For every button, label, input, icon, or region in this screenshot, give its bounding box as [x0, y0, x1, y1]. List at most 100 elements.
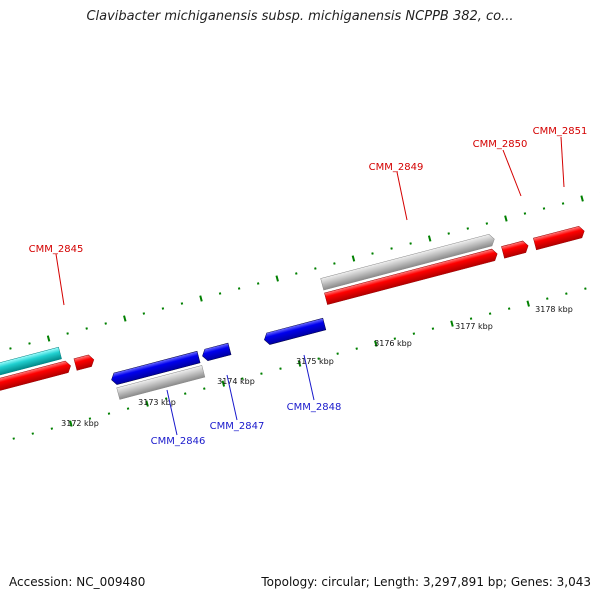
- lower-tick: [450, 320, 454, 327]
- lower-tick: [12, 437, 15, 440]
- upper-tick: [485, 222, 489, 225]
- upper-tick: [275, 275, 279, 282]
- upper-tick: [123, 315, 127, 322]
- gene-label-cmm-2848[interactable]: CMM_2848: [287, 402, 342, 413]
- upper-tick: [561, 202, 565, 205]
- upper-tick: [314, 267, 317, 270]
- upper-tick: [371, 252, 374, 255]
- leader-cmm-2848: [303, 354, 315, 401]
- lower-tick: [69, 420, 73, 427]
- upper-tick: [28, 342, 31, 345]
- accession-text: Accession: NC_009480: [9, 575, 146, 589]
- upper-tick: [409, 242, 412, 245]
- gene-red-cmm-2851[interactable]: [533, 225, 585, 251]
- gene-red-cmm-2850[interactable]: [501, 240, 529, 259]
- lower-tick: [374, 340, 378, 347]
- upper-tick: [351, 255, 356, 262]
- scale-label-3174: 3174 kbp: [217, 377, 255, 386]
- leader-cmm-2849: [396, 171, 408, 221]
- lower-tick: [145, 400, 149, 407]
- upper-tick: [199, 295, 203, 302]
- gene-label-cmm-2851[interactable]: CMM_2851: [533, 126, 588, 137]
- leader-cmm-2847: [226, 374, 238, 421]
- lower-tick: [260, 372, 263, 375]
- lower-tick: [88, 417, 92, 420]
- scale-label-3175: 3175 kbp: [296, 357, 334, 366]
- lower-tick: [279, 367, 282, 370]
- upper-tick: [104, 322, 107, 325]
- scale-label-3178: 3178 kbp: [535, 305, 573, 314]
- gene-label-cmm-2850[interactable]: CMM_2850: [473, 139, 528, 150]
- lower-tick: [241, 377, 244, 380]
- upper-tick: [9, 347, 12, 350]
- gene-blue-cmm-2846[interactable]: [110, 350, 201, 385]
- scale-label-3173: 3173 kbp: [138, 398, 176, 407]
- upper-tick: [447, 232, 450, 235]
- scale-label-3176: 3176 kbp: [374, 339, 412, 348]
- upper-tick: [142, 312, 146, 315]
- lower-tick: [546, 297, 549, 300]
- upper-tick: [46, 335, 51, 342]
- upper-tick: [466, 227, 470, 230]
- lower-tick: [203, 387, 206, 390]
- upper-tick: [523, 212, 527, 215]
- lower-tick: [31, 432, 35, 435]
- lower-tick: [184, 392, 187, 395]
- gene-blue-cmm-2847[interactable]: [201, 342, 232, 362]
- lower-tick: [164, 397, 168, 400]
- lower-tick: [584, 287, 587, 290]
- lower-tick: [126, 407, 130, 410]
- upper-tick: [66, 332, 69, 335]
- upper-tick: [580, 195, 584, 202]
- lower-tick: [355, 347, 358, 350]
- scale-label-3172: 3172 kbp: [61, 419, 99, 428]
- leader-cmm-2846: [166, 389, 178, 436]
- lower-tick: [107, 412, 111, 415]
- upper-tick: [390, 247, 393, 250]
- upper-tick: [333, 262, 336, 265]
- upper-tick: [237, 287, 241, 290]
- gene-red-left[interactable]: [0, 360, 72, 397]
- gene-label-cmm-2846[interactable]: CMM_2846: [151, 436, 206, 447]
- gene-red-cmm-2845[interactable]: [73, 354, 95, 371]
- lower-tick-row: [12, 287, 587, 440]
- upper-tick: [256, 282, 260, 285]
- gene-label-cmm-2847[interactable]: CMM_2847: [210, 421, 265, 432]
- lower-tick: [565, 292, 568, 295]
- upper-tick: [161, 307, 165, 310]
- upper-tick: [542, 207, 546, 210]
- map-title: Clavibacter michiganensis subsp. michiga…: [86, 9, 514, 24]
- lower-tick: [221, 380, 226, 387]
- gene-label-cmm-2849[interactable]: CMM_2849: [369, 162, 424, 173]
- gene-blue-cmm-2848[interactable]: [263, 317, 327, 345]
- gene-red-cmm-2849[interactable]: [324, 248, 498, 305]
- feature-cyan-left[interactable]: [0, 346, 62, 382]
- upper-tick: [504, 215, 508, 222]
- lower-tick: [50, 427, 54, 430]
- lower-tick: [317, 357, 320, 360]
- lower-tick: [297, 360, 302, 367]
- feature-grey-cmm-2846[interactable]: [116, 365, 206, 400]
- upper-tick: [85, 327, 88, 330]
- lower-tick: [393, 337, 397, 340]
- lower-tick: [526, 300, 530, 307]
- upper-tick: [218, 292, 222, 295]
- leader-cmm-2851: [560, 136, 565, 188]
- feature-grey-cmm-2849[interactable]: [320, 233, 496, 291]
- scale-label-3177: 3177 kbp: [455, 322, 493, 331]
- lower-tick: [488, 312, 492, 315]
- topology-text: Topology: circular; Length: 3,297,891 bp…: [261, 575, 591, 589]
- leader-cmm-2845: [55, 253, 65, 306]
- lower-tick: [469, 317, 473, 320]
- leader-cmm-2850: [502, 149, 522, 197]
- upper-tick: [427, 235, 432, 242]
- genome-backbone: [0, 209, 600, 427]
- upper-tick: [295, 272, 298, 275]
- lower-tick: [507, 307, 511, 310]
- gene-label-cmm-2845[interactable]: CMM_2845: [29, 244, 84, 255]
- upper-tick-row: [9, 192, 600, 350]
- lower-tick: [412, 332, 416, 335]
- lower-tick: [336, 352, 339, 355]
- lower-tick: [431, 327, 435, 330]
